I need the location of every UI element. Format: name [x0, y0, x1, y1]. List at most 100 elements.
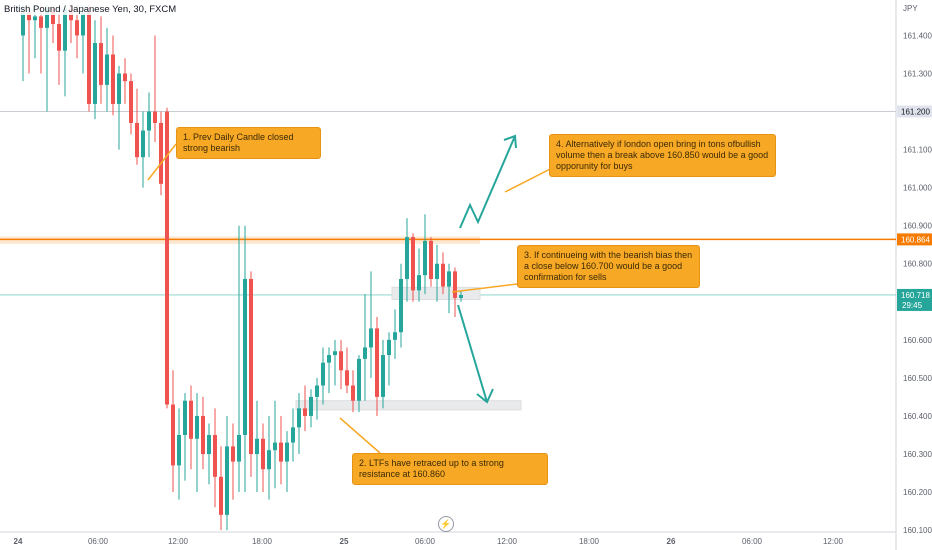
candle-body: [441, 263, 445, 287]
candle-body: [381, 355, 385, 397]
candle-body: [225, 446, 229, 515]
candle-body: [219, 476, 223, 515]
candle-body: [159, 122, 163, 184]
candle-body: [339, 351, 343, 371]
y-tick-label: 161.400: [903, 31, 932, 40]
candle-body: [177, 434, 181, 466]
candle-body: [231, 446, 235, 462]
candle-body: [201, 415, 205, 454]
candle-body: [27, 12, 31, 21]
candle-body: [291, 427, 295, 443]
y-tick-label: 160.500: [903, 374, 932, 383]
x-tick-label: 18:00: [252, 537, 273, 546]
y-tick-label: 161.100: [903, 146, 932, 155]
lightning-icon[interactable]: ⚡: [438, 516, 454, 532]
candle-body: [345, 370, 349, 386]
x-tick-label: 18:00: [579, 537, 600, 546]
candle-body: [297, 408, 301, 428]
candle-body: [411, 237, 415, 291]
candle-body: [117, 73, 121, 104]
candle-body: [87, 12, 91, 104]
y-tick-label: 160.600: [903, 336, 932, 345]
candle-body: [417, 275, 421, 291]
candle-body: [387, 339, 391, 356]
candle-body: [321, 362, 325, 386]
y-tick-label: 160.300: [903, 450, 932, 459]
candle-body: [429, 240, 433, 279]
candle-body: [75, 20, 79, 36]
candle-body: [195, 415, 199, 439]
candle-body: [261, 438, 265, 470]
x-tick-label: 26: [667, 537, 676, 546]
x-tick-label: 06:00: [88, 537, 109, 546]
candle-body: [105, 54, 109, 85]
x-tick-label: 24: [14, 537, 23, 546]
chart-title: British Pound / Japanese Yen, 30, FXCM: [4, 4, 177, 15]
candle-body: [153, 111, 157, 123]
annotation-text-1: 1. Prev Daily Candle closed strong beari…: [183, 132, 294, 153]
candle-body: [273, 442, 277, 451]
candle-body: [237, 434, 241, 462]
candle-body: [453, 271, 457, 298]
candle-body: [141, 130, 145, 158]
candle-body: [315, 385, 319, 397]
candle-body: [399, 278, 403, 333]
candle-body: [189, 400, 193, 439]
candle-body: [45, 8, 49, 28]
candle-body: [405, 237, 409, 279]
candle-body: [267, 450, 271, 470]
y-tick-label: 161.000: [903, 184, 932, 193]
candle-body: [435, 263, 439, 279]
x-tick-label: 06:00: [415, 537, 436, 546]
candle-body: [285, 442, 289, 462]
bearish-arrow: [457, 304, 488, 403]
annotation-note-1[interactable]: 1. Prev Daily Candle closed strong beari…: [176, 127, 321, 159]
candle-body: [123, 73, 127, 82]
candle-body: [63, 8, 67, 51]
candle-body: [459, 294, 463, 298]
candle-body: [57, 24, 61, 51]
candle-body: [303, 408, 307, 416]
y-tick-label: 160.400: [903, 412, 932, 421]
annotation-text-4: 4. Alternatively if london open bring in…: [556, 139, 769, 171]
candle-body: [243, 278, 247, 435]
x-tick-label: 12:00: [497, 537, 518, 546]
candle-body: [171, 404, 175, 466]
bullish-arrow: [459, 135, 516, 229]
price-tag-161200: 161.200: [901, 108, 930, 117]
y-tick-label: 160.900: [903, 222, 932, 231]
price-tag-current-bg: [897, 288, 932, 311]
target-zone: [295, 400, 522, 411]
candle-body: [93, 43, 97, 104]
candle-body: [327, 355, 331, 363]
annotation-note-2[interactable]: 2. LTFs have retraced up to a strong res…: [352, 453, 548, 485]
candle-body: [111, 54, 115, 104]
annotation-note-4[interactable]: 4. Alternatively if london open bring in…: [549, 134, 776, 177]
candle-body: [255, 438, 259, 454]
candle-body: [51, 8, 55, 25]
candle-body: [351, 385, 355, 401]
note1-connector: [147, 143, 177, 181]
candle-body: [183, 400, 187, 435]
price-tag-160864-bg: [897, 233, 932, 246]
note3-connector: [451, 283, 518, 293]
candle-body: [249, 278, 253, 454]
candle-body: [423, 240, 427, 276]
y-tick-label: 160.800: [903, 260, 932, 269]
candle-body: [135, 122, 139, 158]
candle-body: [129, 81, 133, 123]
annotation-note-3[interactable]: 3. If continueing with the bearish bias …: [517, 245, 700, 288]
price-tag-countdown: 29:45: [902, 301, 923, 310]
candle-body: [357, 358, 361, 401]
candle-body: [21, 12, 25, 36]
bullish-arrowhead: [503, 134, 517, 149]
candle-body: [279, 442, 283, 462]
x-tick-label: 12:00: [168, 537, 189, 546]
x-tick-label: 12:00: [823, 537, 844, 546]
price-tag-160864: 160.864: [901, 235, 930, 244]
candle-body: [33, 16, 37, 21]
y-tick-label: 160.100: [903, 526, 932, 535]
candle-body: [39, 16, 43, 28]
